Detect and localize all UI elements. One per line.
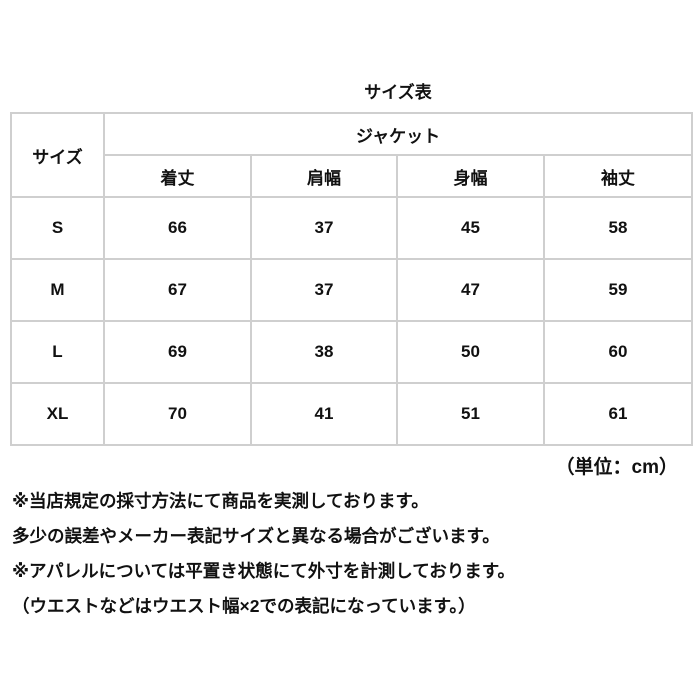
cell: 45: [396, 196, 545, 260]
note-line: 多少の誤差やメーカー表記サイズと異なる場合がございます。: [12, 526, 500, 546]
group-header: ジャケット: [102, 112, 694, 156]
cell: 60: [542, 320, 694, 384]
unit-label: （単位：cm）: [555, 457, 678, 478]
cell: 66: [103, 196, 252, 260]
cell: 47: [396, 258, 545, 322]
cell: 69: [103, 320, 252, 384]
size-label: L: [10, 320, 105, 384]
chart-title: サイズ表: [364, 83, 432, 102]
size-label: XL: [10, 382, 105, 446]
note-line: （ウエストなどはウエスト幅×2での表記になっています。）: [12, 596, 476, 616]
cell: 50: [396, 320, 545, 384]
table-row: XL 70 41 51 61: [10, 382, 694, 446]
notes: ※当店規定の採寸方法にて商品を実測しております。 多少の誤差やメーカー表記サイズ…: [12, 484, 515, 624]
note-line: ※アパレルについては平置き状態にて外寸を計測しております。: [12, 561, 515, 581]
column-header: 肩幅: [250, 154, 398, 198]
size-label: M: [10, 258, 105, 322]
cell: 37: [250, 196, 398, 260]
column-header: 袖丈: [542, 154, 694, 198]
cell: 70: [103, 382, 252, 446]
size-header: サイズ: [10, 112, 105, 198]
size-label: S: [10, 196, 105, 260]
table-row: L 69 38 50 60: [10, 320, 694, 384]
cell: 41: [250, 382, 398, 446]
cell: 37: [250, 258, 398, 322]
cell: 59: [542, 258, 694, 322]
table-row: M 67 37 47 59: [10, 258, 694, 322]
note-line: ※当店規定の採寸方法にて商品を実測しております。: [12, 491, 429, 511]
size-table: サイズ ジャケット 着丈 肩幅 身幅 袖丈 S 66 37 45 58 M 67…: [10, 112, 694, 446]
column-header: 身幅: [396, 154, 545, 198]
cell: 38: [250, 320, 398, 384]
cell: 51: [396, 382, 545, 446]
table-row: S 66 37 45 58: [10, 196, 694, 260]
cell: 67: [103, 258, 252, 322]
column-header: 着丈: [103, 154, 252, 198]
cell: 61: [542, 382, 694, 446]
cell: 58: [542, 196, 694, 260]
